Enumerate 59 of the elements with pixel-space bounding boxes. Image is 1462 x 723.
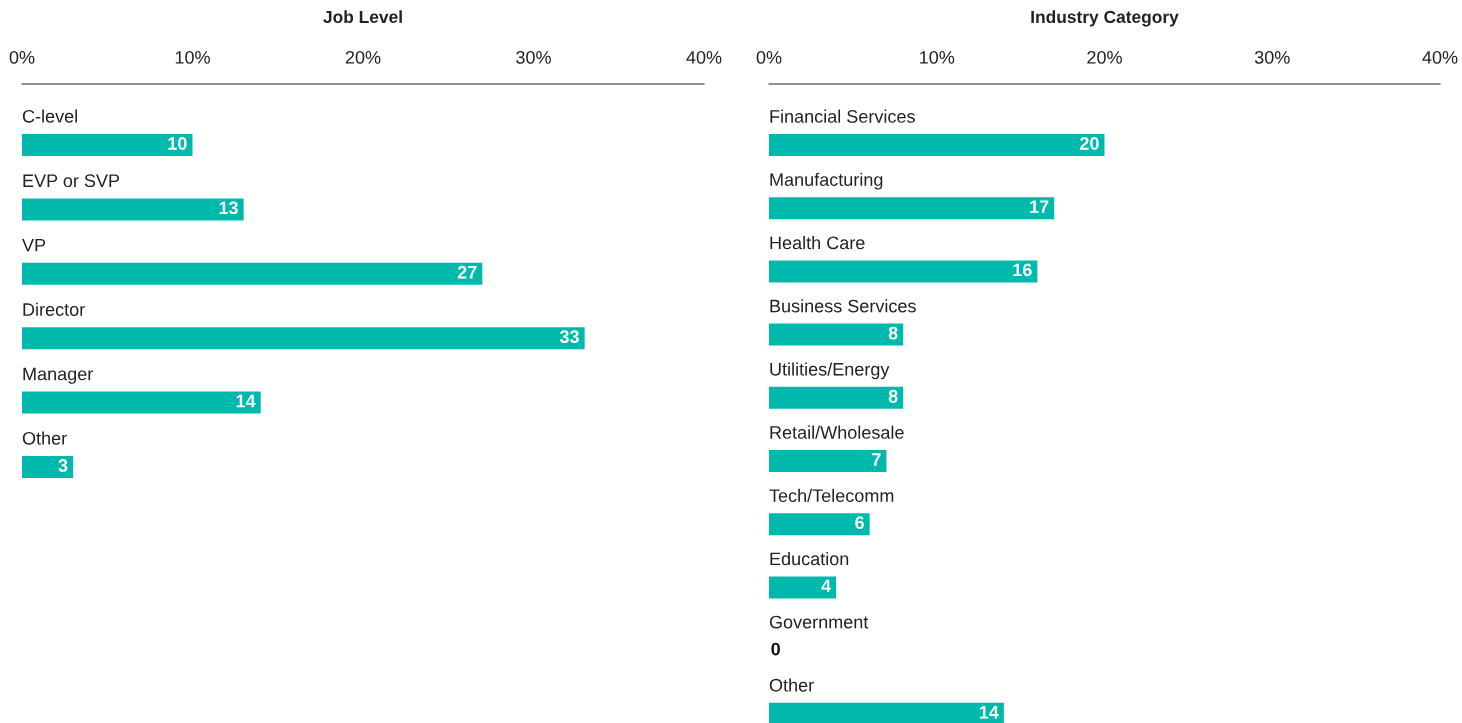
data-label: 14 [979,706,999,719]
data-label: 17 [1030,200,1049,213]
bar [769,702,1004,723]
x-tick-label: 40% [1422,50,1458,64]
bar [22,198,244,221]
y-tick-label: VP [22,238,46,252]
x-tick-label: 30% [516,50,551,64]
y-tick-label: C-level [22,109,77,123]
y-tick-label: Other [769,678,814,692]
bar [769,386,904,409]
data-label: 27 [457,265,477,279]
bar [769,450,887,472]
y-tick-label: Retail/Wholesale [770,425,904,439]
data-label: 7 [872,453,881,466]
data-label: 8 [888,326,898,340]
x-tick-label: 10% [920,50,955,64]
data-label: 10 [168,137,187,150]
y-tick-label: Education [770,551,849,566]
bar [769,513,870,536]
data-label: 20 [1080,137,1099,150]
bar [22,456,74,478]
x-tick-label: 0% [756,50,782,64]
y-tick-label: Government [769,615,869,629]
x-tick-label: 0% [9,50,35,64]
bar [769,260,1038,283]
data-label: 0 [771,642,780,656]
y-tick-label: Other [22,431,67,445]
data-label: 4 [821,579,831,593]
y-tick-label: Manufacturing [770,172,883,190]
bar [22,134,193,156]
bar [769,576,837,599]
x-tick-label: 20% [345,50,381,64]
y-tick-label: Utilities/Energy [770,362,890,380]
chart-title: Industry Category [1031,10,1179,27]
y-tick-label: Financial Services [770,109,915,123]
bar [769,134,1105,156]
x-tick-label: 40% [686,50,722,64]
y-tick-label: Director [23,302,85,316]
y-tick-label: Business Services [770,299,916,313]
bar [22,327,585,350]
x-tick-label: 10% [175,50,210,64]
data-label: 6 [855,516,864,530]
data-label: 3 [58,459,68,472]
data-label: 13 [219,201,238,215]
data-label: 33 [559,330,579,344]
bar [769,323,904,346]
y-tick-label: EVP or SVP [23,174,120,188]
y-tick-label: Health Care [770,235,865,250]
x-tick-label: 30% [1254,50,1290,64]
bar [22,262,483,285]
x-tick-label: 20% [1087,50,1122,64]
bar [769,197,1055,220]
chart-title: Job Level [323,10,402,24]
data-label: 16 [1013,263,1032,277]
y-tick-label: Tech/Telecomm [769,488,894,503]
data-label: 14 [236,394,256,408]
y-tick-label: Manager [23,367,93,384]
data-label: 8 [888,389,898,403]
bar [22,391,261,414]
